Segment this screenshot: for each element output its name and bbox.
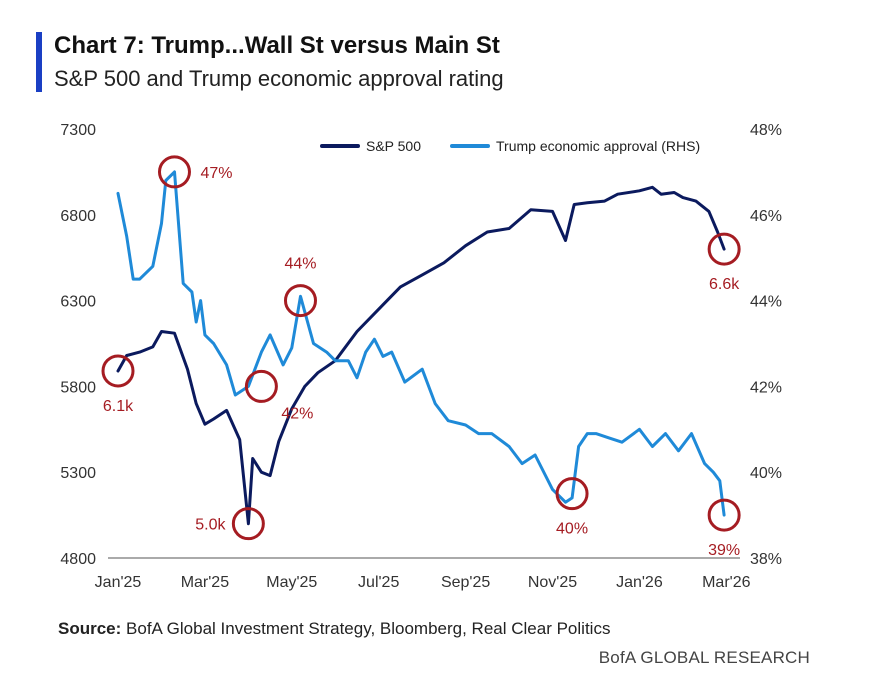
source-text: BofA Global Investment Strategy, Bloombe… [126,619,611,638]
x-tick-label: Nov'25 [528,574,577,591]
title-accent-bar [36,32,42,92]
highlight-circle [555,477,589,511]
y-left-tick-label: 7300 [60,122,96,139]
approval-series-line [116,170,726,517]
annotation-label: 6.1k [103,398,134,415]
legend-label-sp500: S&P 500 [366,138,422,154]
x-tick-label: Mar'26 [702,574,751,591]
highlight-circle [707,232,741,266]
y-right-tick-label: 46% [750,208,782,225]
highlight-circle [283,284,317,318]
x-tick-label: Jul'25 [358,574,399,591]
legend-item-sp500: S&P 500 [320,138,421,154]
y-right-tick-label: 44% [750,294,782,311]
annotation-label: 47% [200,165,232,182]
highlight-circle [157,155,191,189]
annotation-label: 6.6k [709,276,740,293]
legend-item-approval: Trump economic approval (RHS) [450,138,700,154]
annotation-label: 40% [556,521,588,538]
chart-title: Chart 7: Trump...Wall St versus Main St [54,32,500,59]
source-label: Source: [58,619,122,638]
x-tick-label: Mar'25 [181,574,230,591]
chart-subtitle: S&P 500 and Trump economic approval rati… [54,66,504,91]
y-left-tick-label: 6300 [60,294,96,311]
y-left-tick-label: 4800 [60,551,96,568]
highlight-circle [101,354,135,388]
annotation-label: 39% [708,542,740,559]
x-tick-label: Sep'25 [441,574,490,591]
y-left-tick-label: 6800 [60,208,96,225]
x-tick-label: Jan'26 [616,574,663,591]
y-left-tick-label: 5300 [60,465,96,482]
y-right-tick-label: 42% [750,379,782,396]
annotation-label: 44% [284,256,316,273]
sp500-series-line [116,185,726,526]
y-right-tick-label: 40% [750,465,782,482]
highlight-circle [244,369,278,403]
brand-footer: BofA GLOBAL RESEARCH [598,648,810,667]
y-right-tick-label: 38% [750,551,782,568]
x-tick-label: Jan'25 [95,574,142,591]
source-note: Source: BofA Global Investment Strategy,… [58,619,610,639]
legend-swatch-sp500 [320,144,360,148]
legend-label-approval: Trump economic approval (RHS) [496,138,701,154]
annotation-label: 5.0k [195,517,226,534]
highlight-circle [231,507,265,541]
annotation-label: 42% [281,405,313,422]
highlight-circle [707,498,741,532]
y-left-tick-label: 5800 [60,379,96,396]
legend-swatch-approval [450,144,490,148]
y-right-tick-label: 48% [750,122,782,139]
x-tick-label: May'25 [266,574,317,591]
